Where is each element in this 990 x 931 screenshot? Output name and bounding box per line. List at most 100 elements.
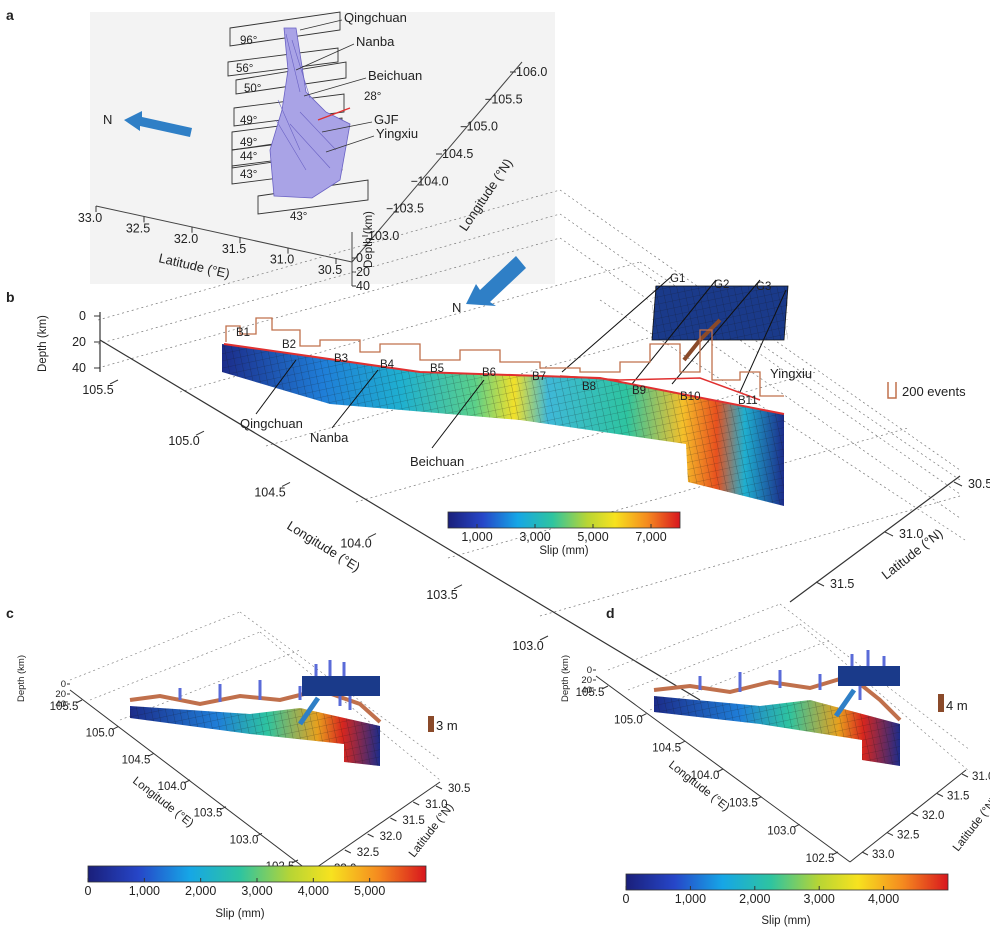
axis-d-zlabel: Depth (km) [560, 655, 571, 702]
panel-d: d 105.5 105.0 104.5 104.0 103.5 103.0 102.5 31… [560, 603, 990, 927]
axis-b-longitude-tick-mark [281, 481, 291, 487]
axis-a-latitude-tick-label: 32.5 [126, 221, 150, 235]
scale-bar-d: 4 m [938, 694, 968, 713]
axis-d-longitude-tick-label: 103.5 [729, 798, 758, 810]
segment-label: B5 [430, 363, 444, 375]
place-beichuan-a: Beichuan [368, 68, 422, 83]
place-gjf-a: GJF [374, 112, 399, 127]
axis-b-depth-tick-label: 0 [79, 309, 86, 323]
colorbar-c-ticks: 0 1,000 2,000 3,000 4,000 5,000 [85, 878, 385, 898]
colorbar-b-ticks: 1,000 3,000 5,000 7,000 [461, 524, 667, 544]
axis-a-latitude-tick-label: 30.5 [318, 263, 342, 277]
colorbar-c-label: Slip (mm) [215, 908, 264, 920]
axis-b-longitude-tick-mark [195, 430, 205, 436]
colorbar-tick-label: 4,000 [868, 892, 899, 906]
axis-b-depth-tick-label: 40 [72, 361, 86, 375]
axis-b-longitude-tick-label: 104.5 [254, 485, 285, 499]
g-segment-labels-b: G1 G2 G3 [670, 273, 771, 293]
panel-a: a N 33.032.532.031.531.030.5 103.0103.51… [6, 7, 555, 293]
g-segment-label: G3 [756, 281, 771, 293]
events-legend-b: 200 events [887, 382, 966, 399]
segment-label: B4 [380, 359, 395, 371]
axis-d-xlabel: Longitude (°E) [666, 759, 732, 814]
panel-a-label: a [6, 7, 14, 23]
north-arrow-a [124, 111, 192, 137]
dip-label: 96° [240, 35, 257, 47]
axis-b-depth-ticks: 0 20 40 [72, 309, 100, 375]
colorbar-b: 1,000 3,000 5,000 7,000 Slip (mm) [447, 511, 681, 557]
segment-label: B2 [282, 339, 296, 351]
axis-d-longitude-tick-mark [755, 796, 762, 801]
axis-b-longitude-tick-mark [539, 635, 549, 641]
axis-c-latitude-tick-mark [344, 849, 352, 854]
axis-d-longitude-tick-mark [793, 823, 800, 828]
axis-c-longitude-tick-label: 104.0 [158, 781, 187, 793]
dip-label: 49° [240, 115, 257, 127]
place-nanba-b: Nanba [310, 430, 349, 445]
axis-a-latitude-tick-label: 32.0 [174, 232, 198, 246]
axis-d-latitude-tick-mark [911, 812, 919, 817]
segment-label: B11 [738, 395, 758, 407]
axis-b-latitude-tick-label: 30.5 [968, 477, 990, 491]
axis-d-latitude-tick-label: 33.0 [872, 849, 894, 861]
axis-c-longitude-tick-label: 103.0 [230, 834, 259, 846]
axis-c-longitude-tick-label: 103.5 [194, 808, 223, 820]
axis-c-depth-tick-label: 20 [55, 689, 66, 700]
segment-label: B6 [482, 367, 496, 379]
axis-b-latitude-tick-label: 31.0 [899, 527, 923, 541]
axis-b-depth-tick-label: 20 [72, 335, 86, 349]
axis-a-longitude-tick-label: 105.5 [491, 92, 522, 106]
axis-c-latitude-tick-mark [367, 833, 374, 838]
axis-c-longitude-tick-mark [75, 699, 83, 704]
axis-d-longitude-tick-label: 105.0 [614, 715, 643, 727]
axis-d-latitude-tick-mark [936, 793, 944, 797]
colorbar-tick-label: 7,000 [635, 530, 666, 544]
axis-a-longitude-tick-label: 105.0 [467, 120, 498, 134]
place-yingxiu-a: Yingxiu [376, 126, 418, 141]
colorbar-d-label: Slip (mm) [761, 915, 810, 927]
axis-d-longitude-tick-mark [678, 740, 685, 745]
colorbar-tick-label: 2,000 [739, 892, 770, 906]
axis-c-latitude-tick-label: 31.0 [425, 799, 447, 811]
place-beichuan-b: Beichuan [410, 454, 464, 469]
axis-a-latitude [95, 205, 353, 263]
axis-d-latitude-tick-label: 31.0 [972, 771, 990, 783]
axis-d-latitude-tick-label: 32.5 [897, 830, 919, 842]
axis-d-latitude-tick-mark [886, 832, 894, 836]
fault-surface-d [653, 650, 902, 766]
axis-b-longitude-tick-label: 103.0 [512, 639, 543, 653]
axis-a-depth-tick-label: 20 [356, 265, 370, 279]
axis-c-longitude-tick-mark [219, 806, 227, 811]
axis-c-longitude-tick-label: 105.5 [50, 701, 79, 713]
colorbar-tick-label: 0 [623, 892, 630, 906]
axis-d-longitude-tick-label: 102.5 [806, 853, 835, 865]
axis-d-longitude-tick-mark [716, 768, 724, 773]
dip-label: 43° [240, 169, 257, 181]
colorbar-tick-label: 0 [85, 884, 92, 898]
axis-a-zlabel: Depth (km) [363, 211, 375, 268]
axis-c-zlabel: Depth (km) [16, 655, 27, 702]
colorbar-tick-label: 5,000 [577, 530, 608, 544]
events-legend-label: 200 events [902, 384, 966, 399]
g-planes-b [561, 275, 789, 393]
place-qingchuan-b: Qingchuan [240, 416, 303, 431]
axis-c-latitude-tick-label: 32.5 [357, 847, 379, 859]
panel-b-label: b [6, 289, 15, 305]
axis-c-latitude-ticks: 30.531.031.532.032.533.0 [321, 783, 470, 875]
north-label-a: N [103, 112, 112, 127]
axis-c-longitude-tick-mark [111, 726, 119, 731]
axis-b-zlabel: Depth (km) [37, 315, 49, 372]
axis-c-longitude-tick-label: 105.0 [86, 728, 115, 740]
fault-surface-c [129, 660, 382, 766]
axis-b-latitude-ticks: 30.5 31.0 31.5 [815, 477, 990, 591]
axis-d-ylabel: Latitude (°N) [951, 795, 990, 853]
axis-b-latitude-tick-label: 31.5 [830, 577, 854, 591]
axis-a-longitude [351, 61, 523, 263]
axis-d-longitude-tick-label: 104.5 [652, 742, 681, 754]
axis-b-longitude-tick-label: 103.5 [426, 588, 457, 602]
event-histogram-b [225, 317, 784, 397]
colorbar-tick-label: 5,000 [354, 884, 385, 898]
